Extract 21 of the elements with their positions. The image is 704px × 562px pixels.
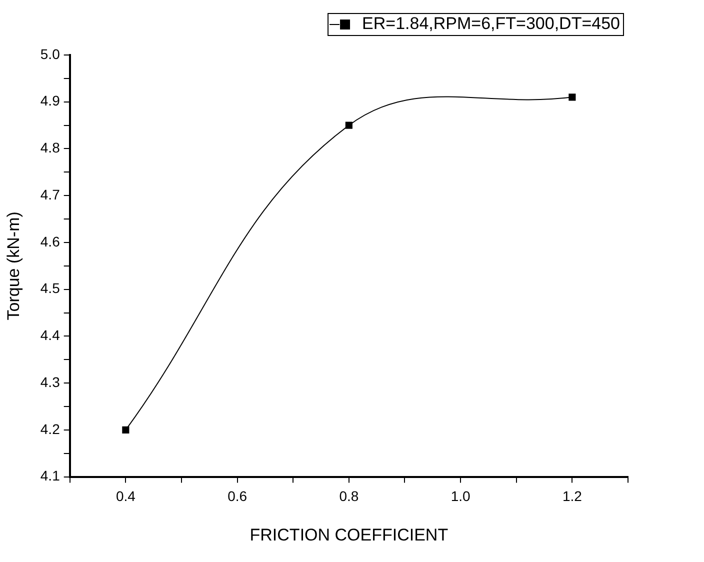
point bbox=[122, 426, 130, 434]
x-tick-label: 0.6 bbox=[228, 488, 248, 504]
y-tick-label: 4.8 bbox=[40, 140, 60, 156]
y-tick-label: 4.7 bbox=[40, 186, 60, 202]
y-axis-title: Torque (kN-m) bbox=[4, 212, 23, 320]
y-tick-label: 4.1 bbox=[40, 468, 60, 484]
legend-label: ER=1.84,RPM=6,FT=300,DT=450 bbox=[362, 14, 620, 34]
x-axis-title: FRICTION COEFFICIENT bbox=[250, 525, 448, 544]
y-tick-label: 4.9 bbox=[40, 92, 60, 109]
y-tick-label: 4.5 bbox=[40, 280, 60, 296]
x-tick-label: 1.0 bbox=[450, 488, 470, 504]
y-tick-label: 4.2 bbox=[40, 420, 60, 437]
x-tick-label: 0.4 bbox=[116, 488, 136, 504]
x-tick-label: 1.2 bbox=[562, 488, 582, 504]
y-tick-label: 4.4 bbox=[40, 327, 60, 344]
y-tick-label: 5.0 bbox=[40, 46, 60, 62]
x-tick-label: 0.8 bbox=[339, 488, 359, 504]
point bbox=[568, 94, 576, 101]
y-tick-label: 4.3 bbox=[40, 374, 60, 390]
point bbox=[345, 122, 352, 129]
y-tick-label: 4.6 bbox=[40, 233, 60, 250]
